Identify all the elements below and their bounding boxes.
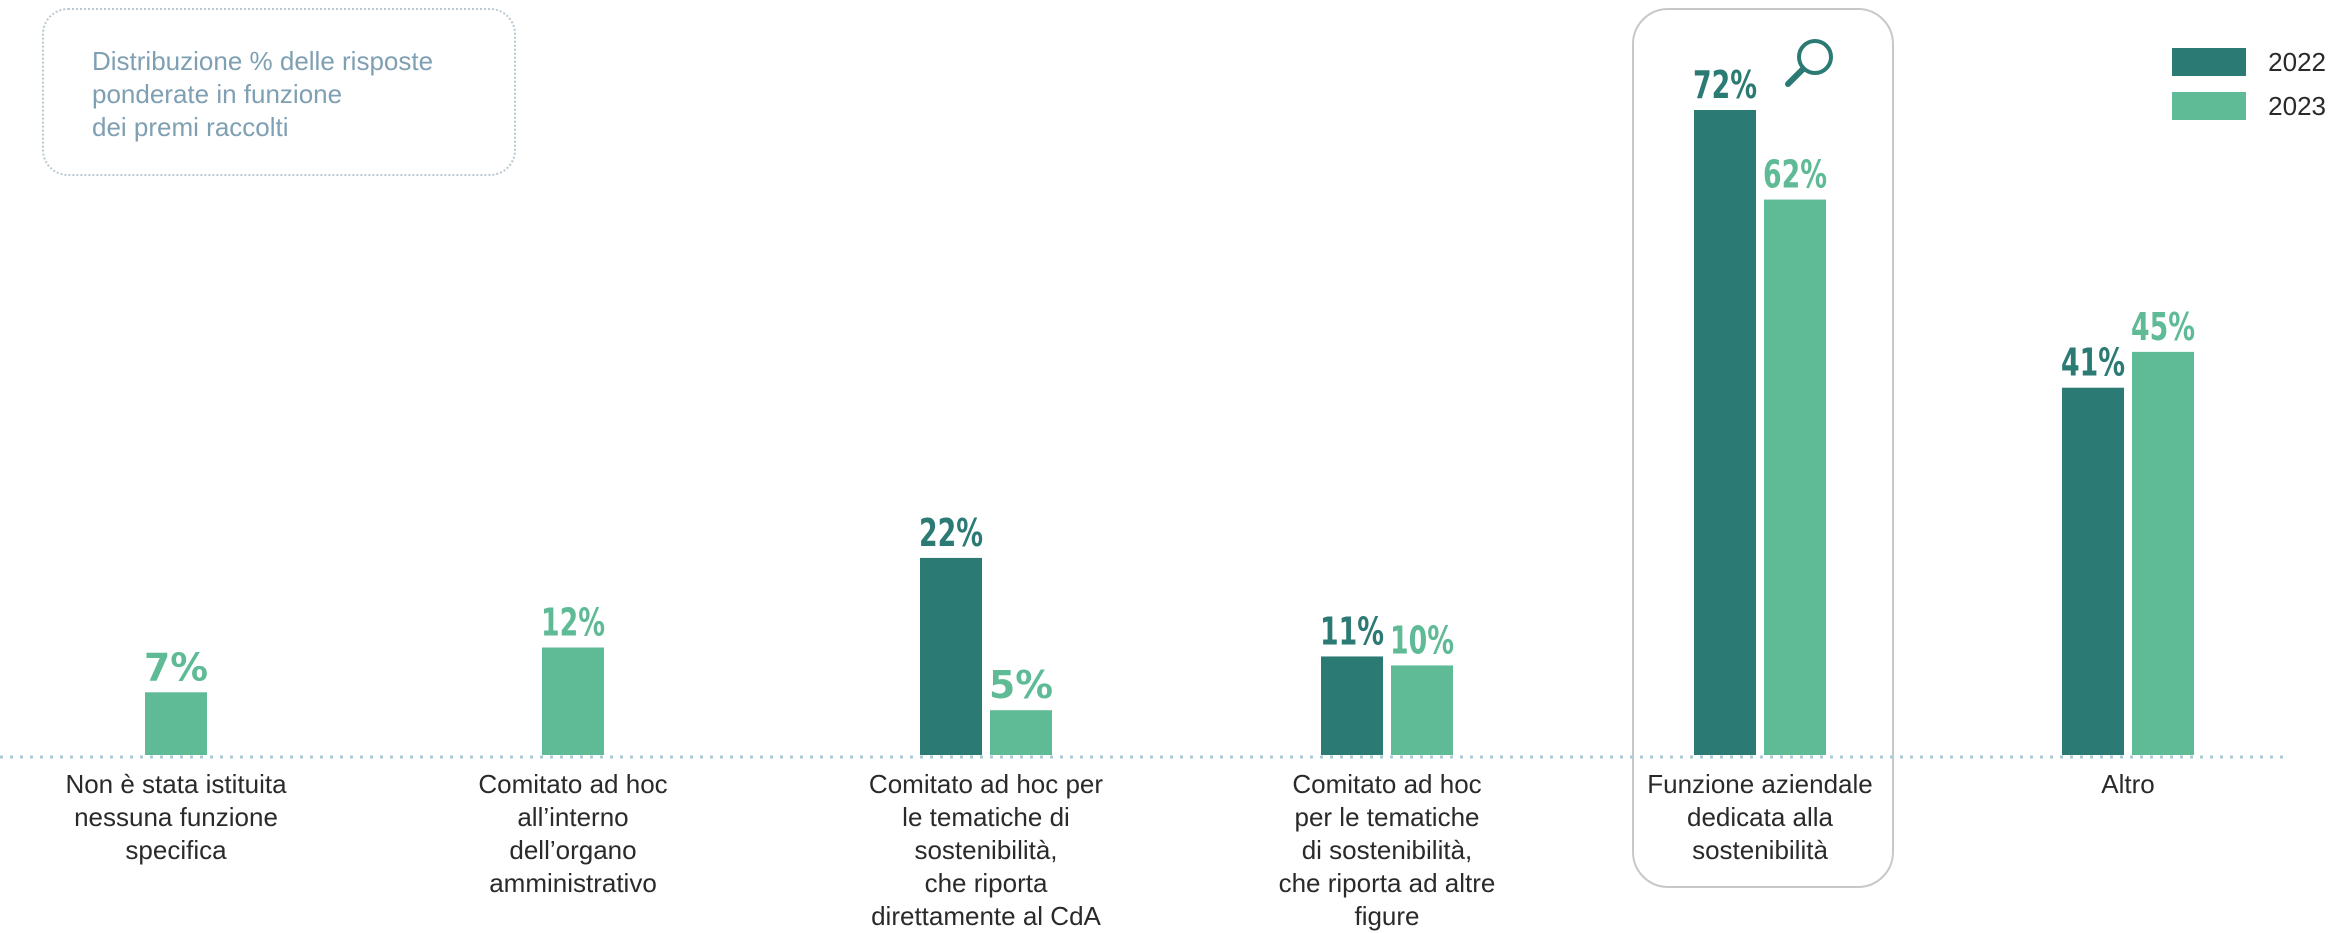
bar-2022-4 [1694, 110, 1756, 755]
data-label-2023-2: 5% [989, 663, 1053, 707]
data-label-2023-4: 62% [1763, 153, 1827, 197]
bar-2023-5 [2132, 351, 2194, 755]
highlight-frame [1632, 8, 1894, 888]
category-label-1: Comitato ad hoc all’interno dell’organo … [478, 769, 668, 898]
category-label-4: Funzione aziendale dedicata alla sosteni… [1647, 769, 1873, 865]
bar-2023-2 [990, 710, 1052, 755]
bar-2023-1 [542, 647, 604, 755]
data-label-2022-2: 22% [919, 511, 983, 555]
bar-2023-3 [1391, 665, 1453, 755]
legend: 2022 2023 [2172, 40, 2326, 128]
category-label-3: Comitato ad hoc per le tematiche di sost… [1278, 769, 1496, 931]
data-label-2023-3: 10% [1390, 618, 1454, 662]
data-label-2023-1: 12% [541, 601, 605, 645]
category-label-5: Altro [2101, 769, 2155, 799]
data-label-2022-4: 72% [1693, 63, 1757, 107]
bar-2023-0 [145, 692, 207, 755]
legend-swatch-2022 [2172, 48, 2247, 76]
category-label-2: Comitato ad hoc per le tematiche di sost… [868, 769, 1104, 931]
data-label-2022-5: 41% [2061, 341, 2125, 385]
data-label-2023-5: 45% [2131, 305, 2195, 349]
bar-2022-3 [1321, 656, 1383, 755]
search-icon [1785, 39, 1833, 87]
chart-note-line-2: ponderate in funzione [92, 79, 343, 109]
legend-item-2022: 2022 [2172, 40, 2326, 84]
category-label-0: Non è stata istituita nessuna funzione s… [65, 769, 287, 865]
chart-note-line-1: Distribuzione % delle risposte [92, 46, 434, 76]
legend-swatch-2023 [2172, 92, 2247, 120]
legend-label-2023: 2023 [2268, 90, 2326, 121]
bar-2022-5 [2062, 387, 2124, 755]
chart-note-line-3: dei premi raccolti [92, 112, 289, 142]
chart-note-box: Distribuzione % delle risposte ponderate… [42, 8, 516, 176]
data-label-2022-3: 11% [1320, 609, 1384, 653]
legend-label-2022: 2022 [2268, 46, 2326, 77]
legend-item-2023: 2023 [2172, 84, 2326, 128]
bar-2022-2 [920, 557, 982, 755]
data-label-2023-0: 7% [144, 645, 208, 689]
bar-2023-4 [1764, 199, 1826, 756]
